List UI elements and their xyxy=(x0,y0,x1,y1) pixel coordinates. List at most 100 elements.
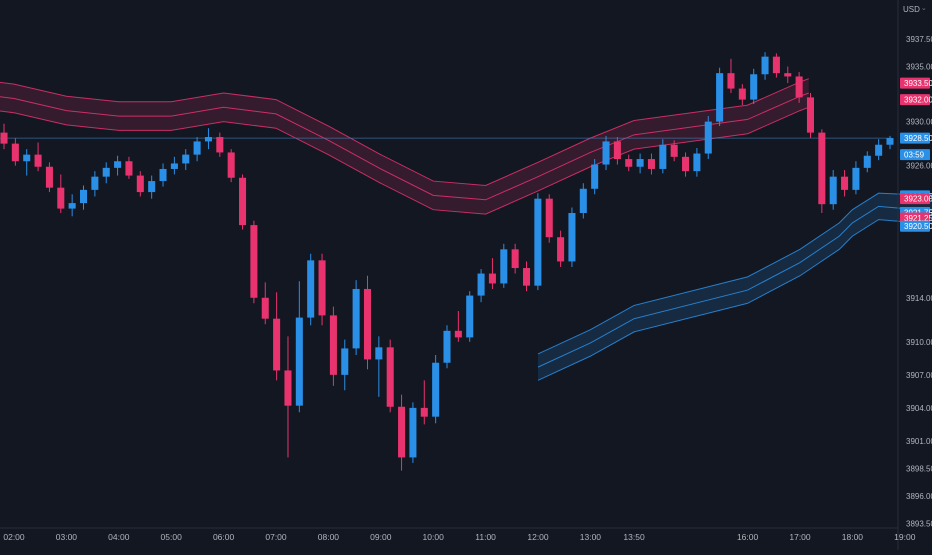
candle-body xyxy=(647,159,655,169)
candle-body xyxy=(193,141,201,155)
price-tick-label: 3930.00 xyxy=(906,118,932,127)
candle-body xyxy=(500,249,508,284)
candle-body xyxy=(159,168,167,182)
candle-body xyxy=(386,347,394,407)
time-tick-label: 13:50 xyxy=(623,532,645,542)
candle-body xyxy=(761,56,769,75)
candle-body xyxy=(79,189,88,204)
price-label-text: 3933.50 xyxy=(904,79,932,88)
blue-band-lower-line xyxy=(537,219,932,381)
candle-body xyxy=(363,288,372,360)
candle-body xyxy=(409,407,417,458)
blue-band-upper-line xyxy=(537,192,932,355)
candle-body xyxy=(91,176,99,190)
candle-body xyxy=(670,144,678,157)
candle-body xyxy=(398,406,406,458)
candle-body xyxy=(829,176,837,205)
red-band-fill xyxy=(0,78,809,215)
price-tick-label: 3898.50 xyxy=(906,464,932,473)
price-label-tag xyxy=(900,193,930,205)
candle-body xyxy=(136,175,144,193)
currency-selector[interactable]: USD ⌄ xyxy=(903,5,927,14)
candle-body xyxy=(11,143,19,162)
time-tick-label: 09:00 xyxy=(370,532,392,542)
candle-body xyxy=(602,141,610,165)
candle-body xyxy=(329,315,337,375)
candle-body xyxy=(114,161,122,168)
candle-body xyxy=(466,295,474,338)
price-tick-label: 3935.00 xyxy=(906,63,932,72)
candle-body xyxy=(579,188,587,213)
time-tick-label: 06:00 xyxy=(213,532,235,542)
candle-body xyxy=(875,144,883,156)
time-axis[interactable]: 02:00 03:00 04:00 05:00 06:00 07:00 08:00 09:00… xyxy=(0,527,916,542)
candle-body xyxy=(170,163,178,169)
candle-body xyxy=(591,164,599,189)
candle-body xyxy=(125,161,133,176)
candle-body xyxy=(534,198,542,286)
price-tick-label: 3904.00 xyxy=(906,404,932,413)
time-tick-label: 16:00 xyxy=(737,532,759,542)
price-labels: 3933.503932.003928.5003:593923.253923.00… xyxy=(900,77,932,232)
candle-body xyxy=(852,167,860,190)
candle-body xyxy=(613,141,621,160)
time-tick-label: 12:00 xyxy=(527,532,549,542)
candle-body xyxy=(806,97,815,133)
candle-body xyxy=(57,187,65,209)
price-label-text: 3920.50 xyxy=(904,222,932,231)
candle-body xyxy=(182,154,190,164)
candle-body xyxy=(0,132,8,144)
time-tick-label: 10:00 xyxy=(423,532,445,542)
candle-body xyxy=(511,249,519,269)
time-tick-label: 02:00 xyxy=(3,532,25,542)
price-label-text: 03:59 xyxy=(904,151,925,160)
price-tick-label: 3937.50 xyxy=(906,35,932,44)
envelope-bands xyxy=(0,78,932,381)
candle-body xyxy=(284,370,292,406)
candle-body xyxy=(750,74,758,100)
candle-body xyxy=(545,198,553,238)
candle-body xyxy=(772,56,780,74)
candle-body xyxy=(488,273,496,284)
price-axis[interactable]: 3937.50 3935.00 3930.00 3926.00 3914.00 3910.… xyxy=(897,0,932,550)
candle-body xyxy=(250,225,258,298)
candle-body xyxy=(34,154,42,167)
candle-body xyxy=(295,317,303,406)
blue-band-middle-line xyxy=(537,205,932,368)
price-label-tag xyxy=(900,77,930,89)
candle-body xyxy=(636,159,644,167)
candle-body xyxy=(784,73,792,77)
candle-body xyxy=(477,273,485,296)
candle-body xyxy=(239,177,247,226)
price-tick-label: 3926.00 xyxy=(906,162,932,171)
time-tick-label: 11:00 xyxy=(475,532,496,542)
red-band-upper-line xyxy=(0,78,809,186)
price-label-text: 3928.50 xyxy=(904,134,932,143)
candle-body xyxy=(557,237,565,262)
candle-body xyxy=(204,137,212,142)
price-tick-label: 3896.00 xyxy=(906,492,932,501)
price-tick-label: 3907.00 xyxy=(906,371,932,380)
time-tick-label: 05:00 xyxy=(161,532,183,542)
candle-body xyxy=(727,73,735,89)
candle-body xyxy=(375,347,383,360)
price-tick-label: 3893.50 xyxy=(906,519,932,528)
red-band-middle-line xyxy=(0,92,809,201)
candle-body xyxy=(261,297,269,319)
price-label-text: 3921.25 xyxy=(904,214,932,223)
candles xyxy=(0,52,894,471)
candle-body xyxy=(625,159,633,167)
red-band-lower-line xyxy=(0,106,809,215)
candle-body xyxy=(227,152,235,178)
price-tick-label: 3910.00 xyxy=(906,338,932,347)
candle-body xyxy=(352,288,360,349)
candle-body xyxy=(693,153,701,172)
candle-body xyxy=(716,73,724,122)
candle-body xyxy=(738,88,746,100)
price-label-tag xyxy=(900,132,930,144)
candle-body xyxy=(216,137,224,153)
candle-body xyxy=(102,167,110,177)
candle-body xyxy=(420,407,428,417)
